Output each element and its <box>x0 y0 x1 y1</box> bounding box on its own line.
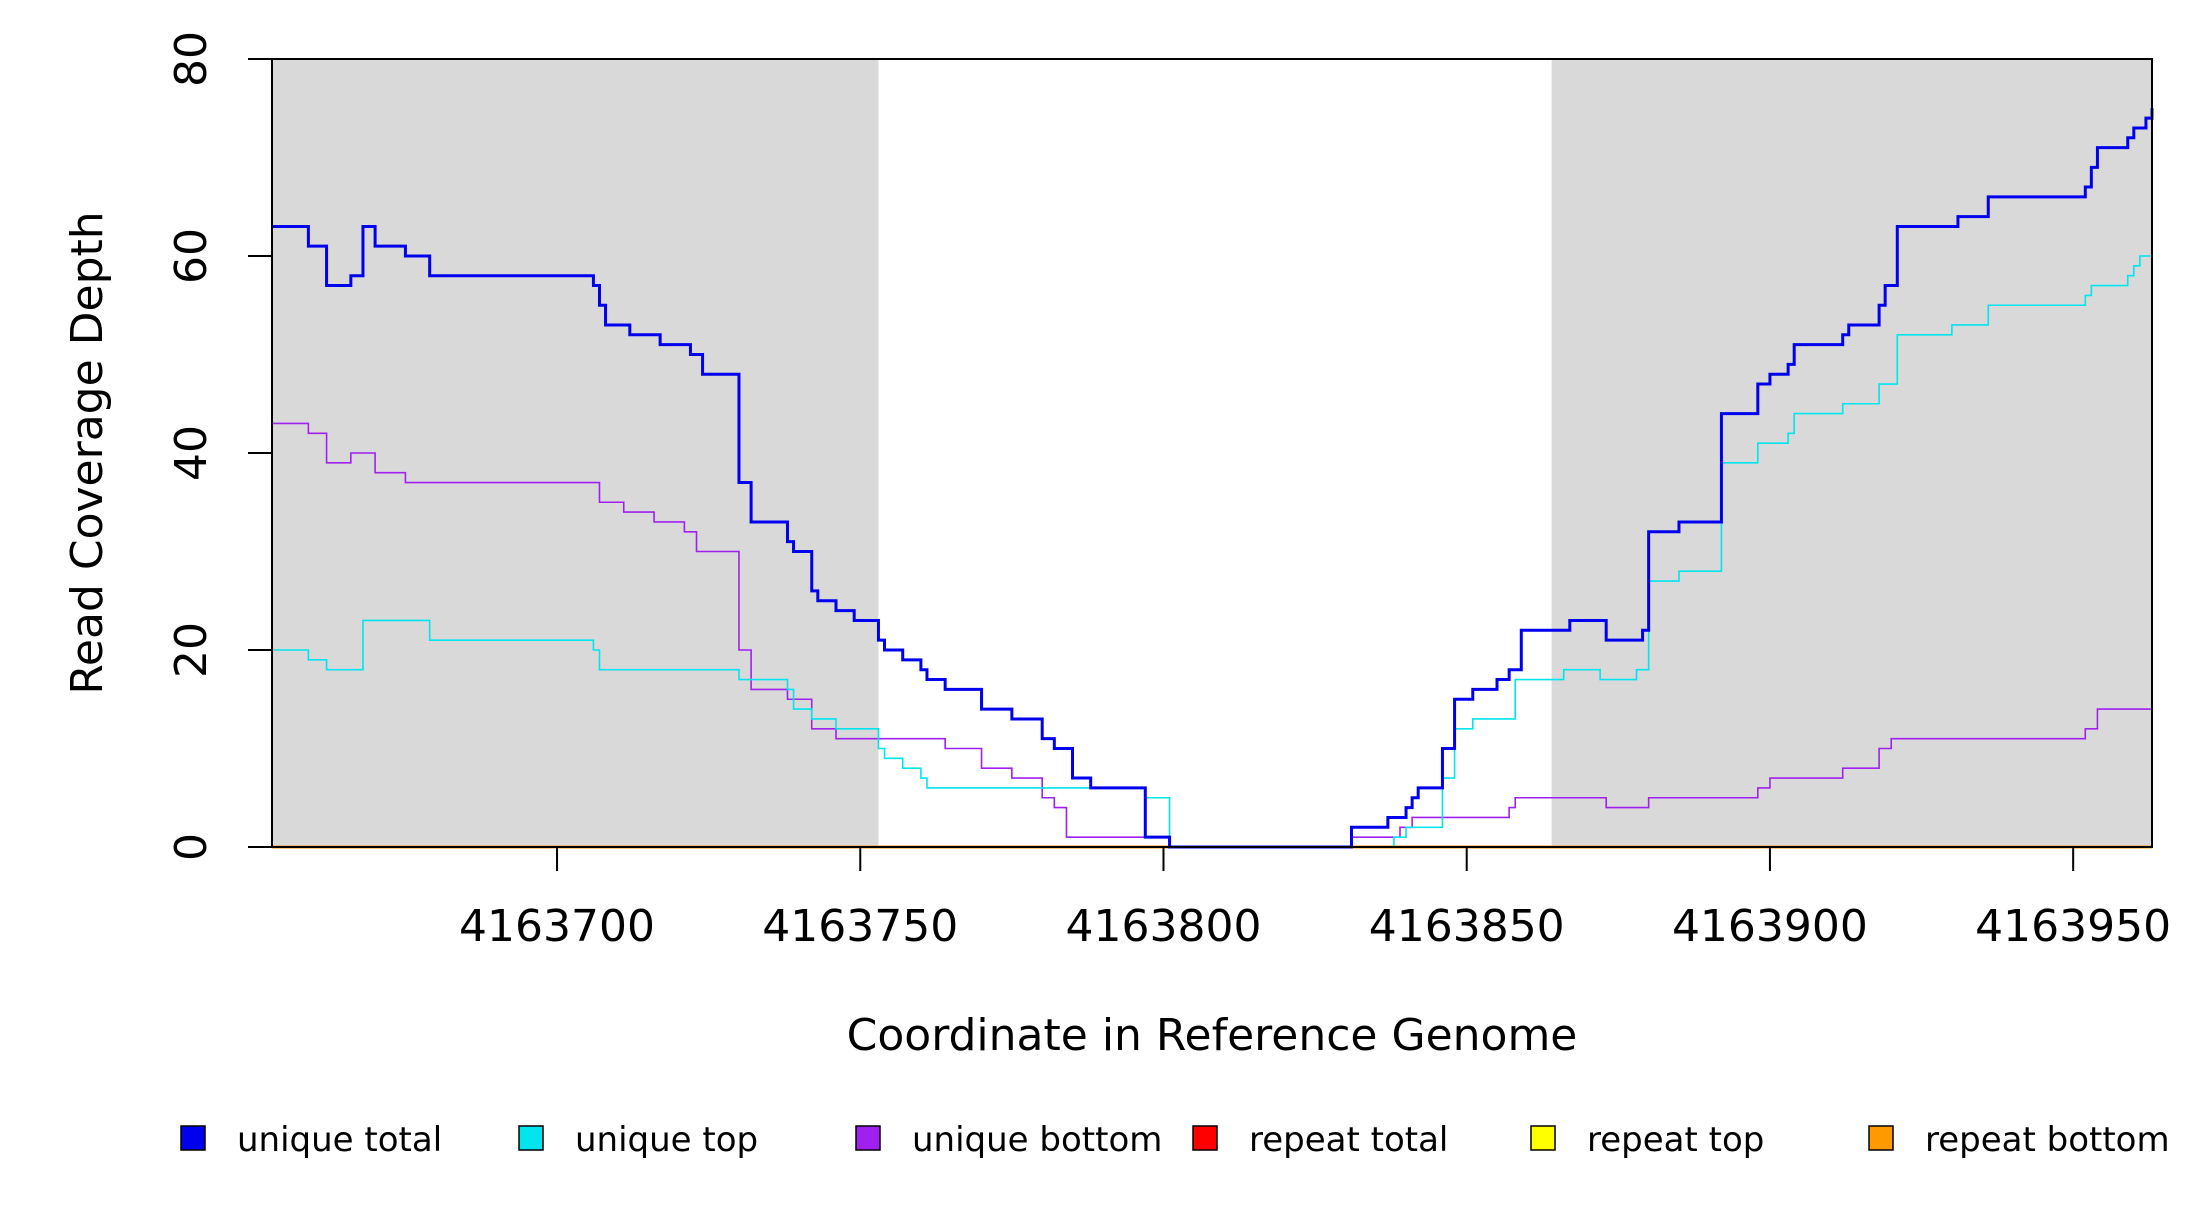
x-tick-label: 4163800 <box>1065 901 1261 952</box>
x-axis-title: Coordinate in Reference Genome <box>847 1010 1578 1061</box>
legend-swatch <box>1868 1125 1894 1151</box>
legend-item-unique-bottom: unique bottom <box>855 1120 1162 1160</box>
legend-item-repeat-bottom: repeat bottom <box>1868 1120 2170 1160</box>
legend-item-unique-top: unique top <box>518 1120 758 1160</box>
x-tick-label: 4163950 <box>1975 901 2171 952</box>
legend-swatch <box>1192 1125 1218 1151</box>
x-tick-label: 4163750 <box>762 901 958 952</box>
series-unique-total <box>272 108 2154 849</box>
legend-swatch <box>855 1125 881 1151</box>
legend-label: repeat total <box>1249 1120 1448 1160</box>
y-tick-label: 40 <box>166 425 217 481</box>
legend-label: repeat bottom <box>1925 1120 2170 1160</box>
legend-label: repeat top <box>1587 1120 1764 1160</box>
legend-label: unique bottom <box>912 1120 1162 1160</box>
legend-item-repeat-top: repeat top <box>1530 1120 1764 1160</box>
x-tick-label: 4163850 <box>1369 901 1565 952</box>
legend-item-repeat-total: repeat total <box>1192 1120 1448 1160</box>
shaded-region-2 <box>1551 59 2152 847</box>
series-unique-bottom <box>272 422 2153 848</box>
legend-swatch <box>1530 1125 1556 1151</box>
legend-label: unique total <box>237 1120 442 1160</box>
legend: unique total unique top unique bottom repea… <box>180 1120 2170 1160</box>
legend-item-unique-total: unique total <box>180 1120 442 1160</box>
x-tick-label: 4163700 <box>459 901 655 952</box>
legend-label: unique top <box>575 1120 758 1160</box>
x-tick-label: 4163900 <box>1672 901 1868 952</box>
y-tick-label: 20 <box>166 622 217 678</box>
y-axis-title: Read Coverage Depth <box>62 211 113 694</box>
y-tick-label: 80 <box>166 31 217 87</box>
shaded-regions <box>272 59 2152 847</box>
y-tick-label: 0 <box>166 833 217 861</box>
axes: 4163700 4163750 4163800 4163850 4163900 41639… <box>166 31 2171 952</box>
y-tick-label: 60 <box>166 228 217 284</box>
legend-swatch <box>518 1125 544 1151</box>
legend-swatch <box>180 1125 206 1151</box>
